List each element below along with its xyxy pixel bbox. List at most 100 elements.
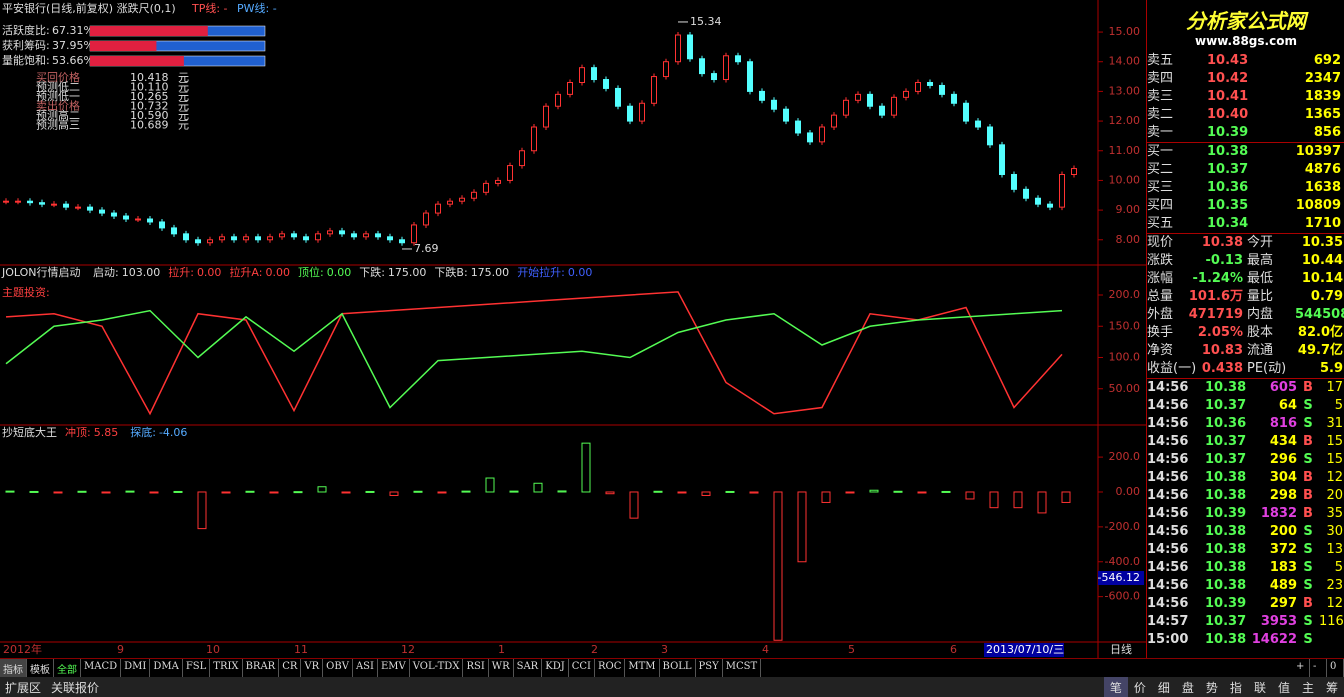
stat-label: 内盘 — [1247, 307, 1274, 322]
count: 17 — [1326, 380, 1343, 395]
y-tick-label: 12.00 — [1109, 114, 1141, 127]
tab[interactable]: PSY — [696, 659, 723, 678]
tab[interactable]: 细 — [1157, 681, 1170, 695]
tab[interactable]: WR — [489, 659, 514, 678]
tab[interactable]: TRIX — [210, 659, 243, 678]
x-tick-label: 3 — [661, 643, 668, 656]
book-row: 卖五 10.43 692 — [1147, 52, 1344, 70]
tab[interactable]: CR — [279, 659, 302, 678]
param-value: 0.00 — [327, 266, 352, 279]
tab[interactable]: BRAR — [243, 659, 280, 678]
tab[interactable]: 笔 — [1103, 677, 1128, 697]
tab[interactable]: BOLL — [660, 659, 696, 678]
tab[interactable]: ROC — [595, 659, 626, 678]
side: S — [1303, 452, 1313, 467]
level: 卖五 — [1147, 53, 1174, 68]
count: 15 — [1326, 434, 1343, 449]
x-tick-label: 6 — [950, 643, 957, 656]
tab[interactable]: 盘 — [1181, 681, 1194, 695]
candle — [867, 93, 873, 107]
side: B — [1303, 470, 1313, 485]
book-row: 卖四 10.42 2347 — [1147, 70, 1344, 88]
side: B — [1303, 506, 1313, 521]
tab[interactable]: VOL-TDX — [410, 659, 464, 678]
osc-title: 抄短底大王 — [2, 425, 57, 439]
tick-row: 14:56 10.36 816 S 31 — [1147, 415, 1344, 433]
stat-label: 净资 — [1147, 343, 1174, 358]
candle — [675, 34, 681, 63]
candle — [231, 236, 237, 241]
tab[interactable]: 价 — [1133, 681, 1146, 695]
x-tick-label: 11 — [294, 643, 308, 656]
stat-label: 量比 — [1247, 289, 1274, 304]
osc-bar — [437, 491, 447, 494]
candle — [123, 215, 129, 220]
gauge-fill — [90, 56, 184, 66]
tab[interactable]: 筹 — [1325, 681, 1338, 695]
y-tick-label: 10.00 — [1109, 173, 1141, 186]
spacer — [104, 677, 1104, 697]
candle — [699, 58, 705, 75]
tab[interactable]: OBV — [323, 659, 353, 678]
candle — [567, 81, 573, 95]
tab[interactable]: + — [1293, 659, 1310, 678]
time: 14:56 — [1147, 416, 1189, 431]
candle — [327, 230, 333, 235]
candle — [183, 233, 189, 241]
tab[interactable]: DMI — [121, 659, 151, 678]
tab[interactable]: 扩展区 — [5, 681, 42, 695]
tab[interactable]: 模板 — [27, 659, 54, 678]
level: 卖二 — [1147, 107, 1174, 122]
osc-bar — [5, 490, 15, 493]
volume: 692 — [1313, 53, 1341, 68]
tab[interactable]: 关联报价 — [51, 681, 100, 695]
osc-bar — [533, 482, 543, 493]
price: 10.37 — [1207, 162, 1249, 177]
gauge-label: 量能饱和: — [2, 53, 50, 67]
price: 10.41 — [1207, 89, 1249, 104]
book-row: 买一 10.38 10397 — [1147, 142, 1344, 161]
tab[interactable]: CCI — [569, 659, 595, 678]
stat-row: 涨跌 -0.13 最高 10.44 — [1147, 252, 1344, 270]
osc-bar — [797, 491, 807, 563]
count: 5 — [1334, 560, 1343, 575]
stat-label: 股本 — [1247, 325, 1274, 340]
tab[interactable]: 0 — [1327, 659, 1344, 678]
tab[interactable]: RSI — [463, 659, 489, 678]
y-tick-label: 8.00 — [1116, 233, 1141, 246]
tab[interactable]: MTM — [625, 659, 660, 678]
time: 14:56 — [1147, 596, 1189, 611]
tab[interactable]: ASI — [353, 659, 378, 678]
tab[interactable]: MACD — [81, 659, 122, 678]
tab[interactable]: MCST — [723, 659, 762, 678]
tab[interactable]: 全部 — [54, 659, 81, 678]
tab[interactable]: KDJ — [542, 659, 569, 678]
tab[interactable]: SAR — [514, 659, 543, 678]
candle — [63, 203, 69, 208]
tick-row: 14:56 10.38 304 B 12 — [1147, 469, 1344, 487]
tab[interactable]: 主 — [1301, 681, 1314, 695]
param-value: 0.00 — [197, 266, 222, 279]
price: 10.38 — [1205, 488, 1247, 503]
price: 10.39 — [1207, 125, 1249, 140]
count: 31 — [1326, 416, 1343, 431]
tab[interactable]: VR — [301, 659, 324, 678]
tab[interactable]: EMV — [378, 659, 410, 678]
tab[interactable]: - — [1310, 659, 1327, 678]
osc-bar — [293, 491, 303, 494]
param-label: 启动: — [93, 266, 119, 279]
tab[interactable]: 联 — [1253, 681, 1266, 695]
time: 14:57 — [1147, 614, 1189, 629]
gauge-value: 67.31% — [52, 24, 94, 37]
tab[interactable]: 指 — [1229, 681, 1242, 695]
price: 10.39 — [1205, 506, 1247, 521]
tab[interactable]: 值 — [1277, 681, 1290, 695]
param-label: 拉升: — [168, 265, 194, 279]
tab[interactable]: 指标 — [0, 659, 27, 678]
forecast-label: 预测高二 — [36, 108, 80, 122]
tab[interactable]: FSL — [183, 659, 211, 678]
osc-bar — [845, 491, 855, 494]
candle — [399, 239, 405, 244]
tab[interactable]: 势 — [1205, 681, 1218, 695]
tab[interactable]: DMA — [150, 659, 183, 678]
